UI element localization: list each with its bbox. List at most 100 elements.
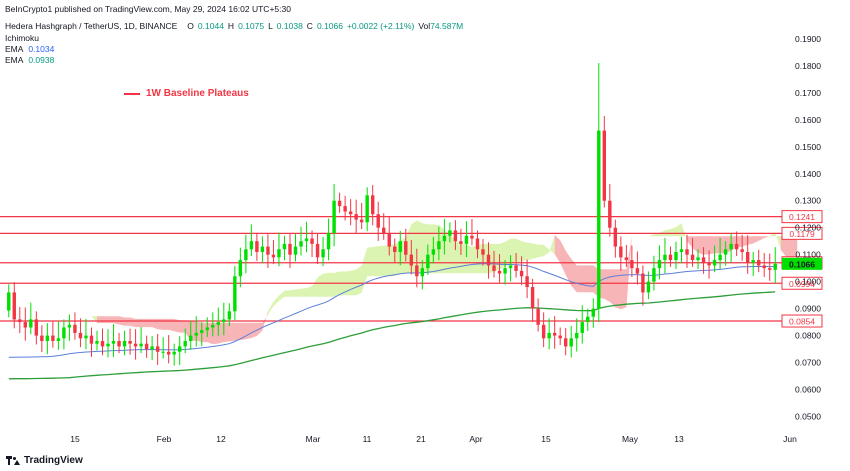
candle[interactable] [67,314,72,341]
candle[interactable] [514,253,518,278]
candle[interactable] [161,337,165,359]
candle[interactable] [734,231,739,257]
candle[interactable] [23,307,28,341]
candle[interactable] [508,255,513,282]
candle[interactable] [756,249,761,273]
candle[interactable] [453,220,458,251]
candle[interactable] [679,236,684,264]
candle[interactable] [624,244,629,267]
candle[interactable] [18,307,22,334]
candle[interactable] [222,302,226,336]
candle[interactable] [45,323,50,355]
candle[interactable] [768,253,772,281]
candle[interactable] [668,246,673,267]
candle[interactable] [563,328,568,356]
indicator-ichimoku[interactable]: Ichimoku [5,33,39,44]
candle[interactable] [7,284,11,318]
candle[interactable] [569,325,573,358]
candle[interactable] [29,302,33,335]
candle[interactable] [95,330,99,351]
candle[interactable] [271,240,276,265]
candle[interactable] [701,247,706,274]
candle[interactable] [227,303,232,327]
candle[interactable] [707,250,711,279]
candle[interactable] [238,247,243,288]
candle[interactable] [690,237,695,267]
candle[interactable] [40,325,44,353]
candle[interactable] [133,329,138,360]
candle[interactable] [249,224,254,257]
candle[interactable] [304,221,309,253]
candle[interactable] [62,319,66,350]
candle[interactable] [630,245,634,278]
candle[interactable] [293,234,298,262]
candle[interactable] [343,195,347,221]
candle[interactable] [172,343,176,366]
candle[interactable] [376,201,380,241]
candle[interactable] [475,230,480,259]
candle[interactable] [233,266,237,321]
candle[interactable] [155,333,160,365]
candle[interactable] [200,322,204,347]
candle[interactable] [602,116,607,208]
candle[interactable] [448,222,452,243]
candle[interactable] [729,233,733,263]
candle[interactable] [359,202,364,230]
candle[interactable] [431,236,436,264]
candle[interactable] [277,232,281,267]
candle[interactable] [260,236,265,264]
candle[interactable] [547,318,551,350]
candle[interactable] [51,321,55,348]
candle[interactable] [387,216,391,256]
candle[interactable] [34,311,39,345]
candle[interactable] [216,307,221,336]
candle[interactable] [608,184,612,237]
candle[interactable] [404,228,408,262]
candle[interactable] [205,317,209,337]
candle[interactable] [718,237,722,269]
candle[interactable] [426,244,430,275]
candle[interactable] [398,230,402,266]
candle[interactable] [745,235,750,274]
candle[interactable] [244,234,248,274]
candle[interactable] [696,249,700,269]
candle[interactable] [321,236,325,267]
tradingview-logo[interactable]: TradingView [6,455,83,466]
candle[interactable] [393,238,397,264]
candle[interactable] [575,318,579,352]
candle[interactable] [492,250,496,278]
candle[interactable] [354,199,358,233]
candle[interactable] [194,316,198,347]
candle[interactable] [586,308,590,332]
candle[interactable] [619,236,623,271]
candle[interactable] [641,265,645,306]
candle[interactable] [288,233,292,268]
candle[interactable] [326,218,331,261]
candle[interactable] [382,213,386,240]
candle[interactable] [189,321,193,350]
candle[interactable] [481,239,485,266]
candle[interactable] [437,226,441,261]
candle[interactable] [723,241,728,266]
candle[interactable] [337,192,342,213]
candle[interactable] [117,332,121,354]
candle[interactable] [674,241,678,269]
candle[interactable] [470,219,474,246]
candle[interactable] [310,230,314,258]
candle[interactable] [255,233,259,261]
candle[interactable] [111,324,116,357]
candle[interactable] [497,254,502,283]
candle[interactable] [348,199,353,226]
candle[interactable] [139,326,143,354]
candle[interactable] [740,234,744,261]
candle[interactable] [773,247,777,283]
candle[interactable] [128,328,132,355]
candle[interactable] [685,234,689,268]
indicator-ema-fast[interactable]: EMA 0.1034 [5,44,54,55]
symbol-title[interactable]: Hedera Hashgraph / TetherUS, 1D, BINANCE [5,21,178,31]
candle[interactable] [315,233,320,265]
candle[interactable] [73,312,77,340]
candle[interactable] [657,245,662,280]
candle[interactable] [663,237,667,274]
candle[interactable] [464,221,469,258]
